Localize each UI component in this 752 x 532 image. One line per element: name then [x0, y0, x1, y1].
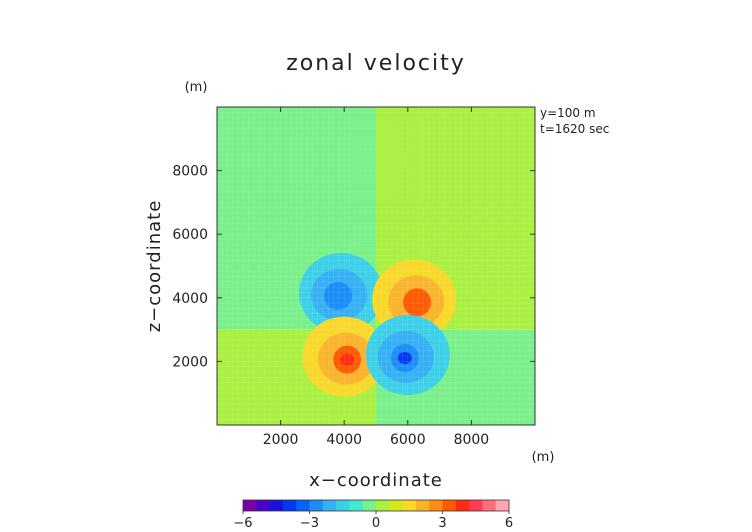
colorbar-swatch-17	[469, 500, 483, 511]
colorbar-swatch-14	[429, 500, 443, 511]
colorbar-tick-label-0: −6	[233, 516, 252, 531]
colorbar-swatch-8	[349, 500, 364, 511]
y-tick-label-0: 2000	[172, 354, 208, 370]
colorbar-swatch-0	[243, 500, 257, 511]
colorbar-swatch-5	[309, 500, 324, 511]
annotation-y: y=100 m	[540, 106, 596, 120]
y-tick-label-3: 8000	[172, 164, 208, 180]
lobe-1-level-2	[403, 288, 432, 317]
colorbar-swatch-3	[282, 500, 297, 511]
lobe-2-level-3	[340, 353, 355, 366]
x-tick-label-2: 6000	[390, 432, 426, 448]
x-tick-label-0: 2000	[263, 432, 299, 448]
x-axis-label: x−coordinate	[309, 470, 443, 491]
y-axis-label: z−coordinate	[144, 200, 165, 333]
y-tick-label-1: 4000	[172, 291, 208, 307]
colorbar-tick-label-2: 0	[372, 516, 380, 531]
colorbar-swatch-2	[269, 500, 284, 511]
colorbar-swatch-4	[296, 500, 310, 511]
annotation-t: t=1620 sec	[540, 122, 609, 136]
colorbar-swatch-16	[455, 500, 470, 511]
colorbar-swatch-15	[442, 500, 457, 511]
x-unit-label: (m)	[532, 450, 555, 465]
colorbar-swatch-7	[336, 500, 350, 511]
colorbar-swatch-9	[362, 500, 377, 511]
x-tick-label-1: 4000	[326, 432, 362, 448]
colorbar-tick-label-1: −3	[300, 516, 319, 531]
colorbar-swatch-18	[482, 500, 497, 511]
y-tick-label-2: 6000	[172, 227, 208, 243]
colorbar-tick-label-4: 6	[505, 516, 513, 531]
colorbar-swatch-12	[402, 500, 417, 511]
colorbar-swatch-13	[415, 500, 430, 511]
colorbar-swatch-6	[322, 500, 337, 511]
colorbar-swatch-1	[256, 500, 270, 511]
lobe-3-level-3	[397, 352, 412, 365]
colorbar-swatch-11	[389, 500, 403, 511]
y-unit-label: (m)	[185, 80, 208, 95]
colorbar-tick-label-3: 3	[438, 516, 446, 531]
plot-frame	[216, 106, 536, 426]
colorbar-swatch-10	[376, 500, 390, 511]
chart-title: zonal velocity	[286, 51, 466, 76]
x-tick-label-3: 8000	[454, 432, 490, 448]
lobe-0-level-2	[324, 282, 353, 311]
colorbar-swatch-19	[495, 500, 510, 511]
